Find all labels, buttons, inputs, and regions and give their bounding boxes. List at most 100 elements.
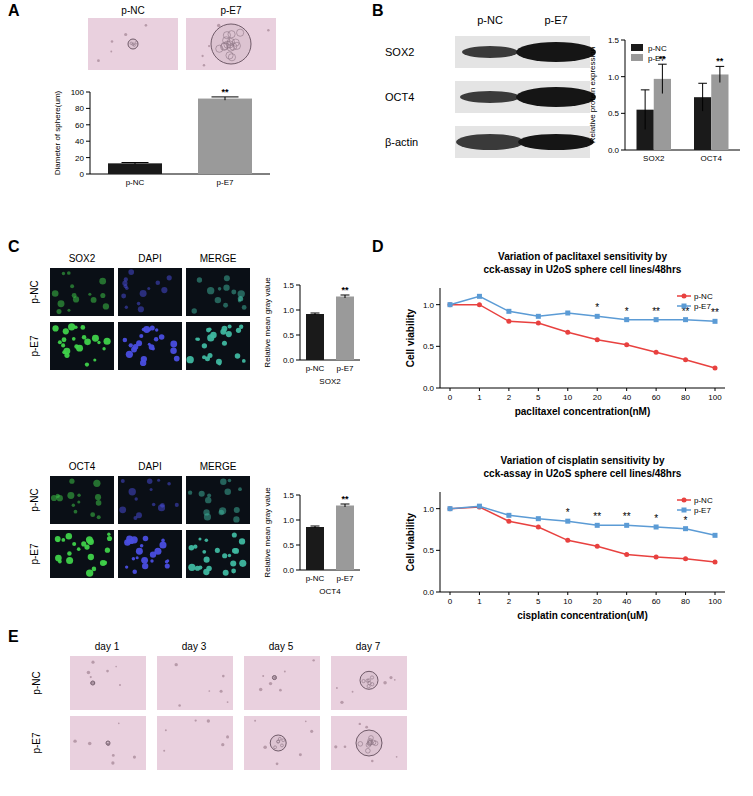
x-tick-label: 2 xyxy=(507,393,512,402)
y-tick xyxy=(296,545,300,546)
micrograph xyxy=(157,656,233,710)
cell xyxy=(367,685,370,688)
y-tick-label: 0 xyxy=(80,170,85,179)
y-tick-label: 1.0 xyxy=(283,516,295,525)
cell xyxy=(228,54,235,61)
micrograph-bg xyxy=(70,716,146,770)
marker xyxy=(654,350,659,355)
x-tick-label: 80 xyxy=(681,597,690,606)
nucleus xyxy=(223,303,228,308)
nucleus xyxy=(148,328,151,331)
fluorescence-bg xyxy=(118,268,182,316)
nucleus xyxy=(131,347,137,353)
y-axis xyxy=(300,495,301,570)
nucleus xyxy=(92,335,99,342)
nucleus xyxy=(70,284,74,288)
nucleus xyxy=(140,290,147,297)
x-axis-label: cisplatin concentration(uM) xyxy=(517,610,648,621)
significance: * xyxy=(684,515,688,526)
bar-chart: 020406080100Diameter of sphere(um)p-NCp-… xyxy=(53,87,270,187)
nucleus xyxy=(215,548,220,553)
y-tick-label: 0.0 xyxy=(283,356,295,365)
nucleus xyxy=(188,490,192,494)
y-tick-label: 40 xyxy=(75,137,84,146)
y-tick xyxy=(86,157,90,158)
debris xyxy=(221,743,224,746)
marker xyxy=(565,311,570,316)
legend-swatch xyxy=(631,44,643,51)
protein-label: SOX2 xyxy=(385,46,414,58)
debris xyxy=(227,701,229,703)
x-tick-label: p-E7 xyxy=(217,178,234,187)
cell xyxy=(358,742,363,747)
nucleus xyxy=(140,544,144,548)
marker xyxy=(595,314,600,319)
x-tick-label: 20 xyxy=(593,597,602,606)
nucleus xyxy=(67,271,71,275)
nucleus xyxy=(150,559,153,562)
nucleus xyxy=(67,551,71,555)
x-tick-label: 40 xyxy=(622,597,631,606)
cell xyxy=(366,748,371,753)
bar xyxy=(336,297,354,361)
x-axis-label: SOX2 xyxy=(319,377,341,386)
marker xyxy=(506,309,511,314)
x-axis-label: OCT4 xyxy=(319,587,341,596)
nucleus xyxy=(152,503,156,507)
row-label: p-E7 xyxy=(29,543,40,565)
fluorescence-image xyxy=(186,476,250,524)
x-tick xyxy=(715,388,716,391)
nucleus xyxy=(96,500,102,506)
fluorescence-image xyxy=(50,322,114,370)
nucleus xyxy=(220,478,226,484)
debris xyxy=(111,40,114,43)
marker xyxy=(624,552,629,557)
marker xyxy=(713,319,718,324)
y-axis xyxy=(625,40,626,150)
x-tick xyxy=(626,388,627,391)
marker xyxy=(536,314,541,319)
marker xyxy=(448,302,453,307)
error-bar xyxy=(341,295,350,298)
debris xyxy=(394,679,396,681)
x-tick-label: 60 xyxy=(652,393,661,402)
sphere xyxy=(106,741,110,745)
nucleus xyxy=(207,353,212,358)
marker xyxy=(683,317,688,322)
nucleus xyxy=(66,557,73,564)
y-tick-label: 20 xyxy=(75,154,84,163)
nucleus xyxy=(224,489,231,496)
nucleus xyxy=(155,328,158,331)
cell xyxy=(228,31,235,38)
x-tick-label: 2 xyxy=(507,597,512,606)
cell xyxy=(223,32,230,39)
y-tick-label: 1.5 xyxy=(283,491,295,500)
y-tick-label: 1.5 xyxy=(283,281,295,290)
nucleus xyxy=(219,510,224,515)
x-tick-label: 5 xyxy=(536,393,541,402)
y-axis-label: Relative protein expression xyxy=(588,47,597,144)
y-tick-label: 0.5 xyxy=(423,546,435,555)
band xyxy=(516,87,596,107)
y-tick-label: 0.5 xyxy=(283,541,295,550)
y-tick xyxy=(436,388,440,389)
y-tick xyxy=(436,550,440,551)
fluorescence-bg xyxy=(50,476,114,524)
nucleus xyxy=(158,504,165,511)
debris xyxy=(145,24,148,27)
nucleus xyxy=(202,355,206,359)
nucleus xyxy=(97,515,101,519)
cell xyxy=(274,746,277,749)
y-tick xyxy=(86,141,90,142)
nucleus xyxy=(129,488,136,495)
nucleus xyxy=(82,335,87,340)
x-tick xyxy=(656,388,657,391)
significance: ** xyxy=(341,285,349,295)
nucleus xyxy=(105,548,110,553)
nucleus xyxy=(84,338,91,345)
nucleus xyxy=(123,338,128,343)
fluorescence-image xyxy=(118,530,182,578)
x-axis-label: paclitaxel concentration(nM) xyxy=(515,406,651,417)
nucleus xyxy=(167,482,171,486)
debris xyxy=(263,745,267,749)
